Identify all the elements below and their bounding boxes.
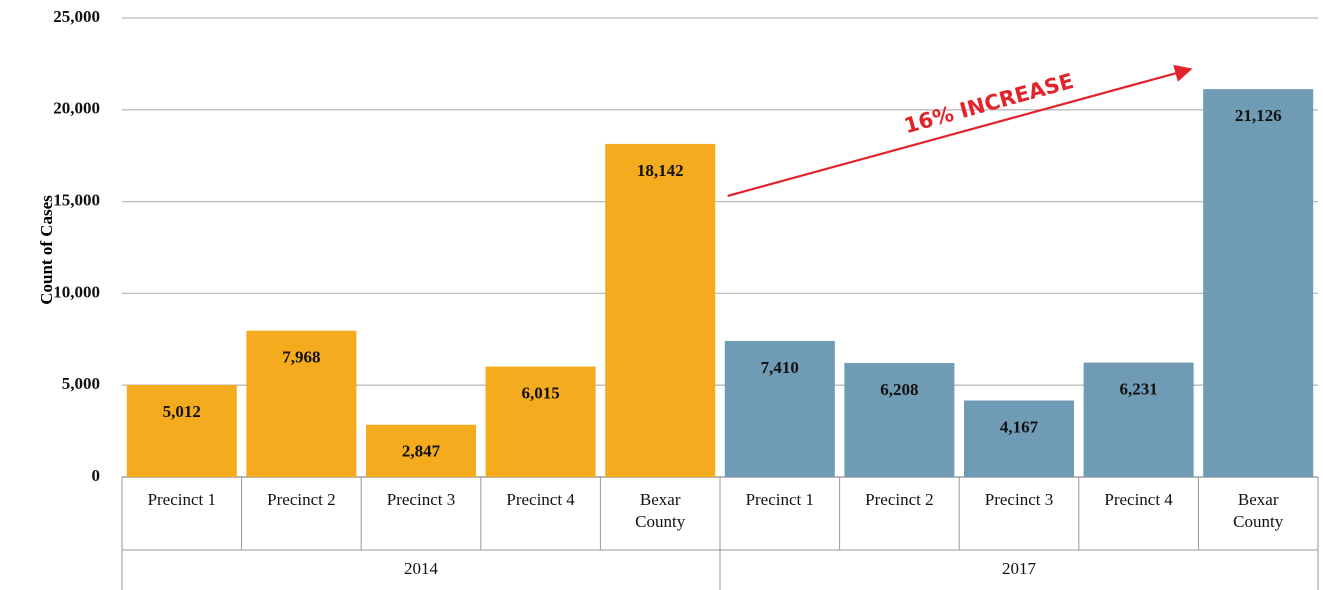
y-tick-label: 15,000 [53,191,100,210]
x-tick-label: Precinct 4 [1104,490,1173,509]
value-label: 6,015 [521,383,559,402]
y-tick-label: 0 [92,466,101,485]
value-label: 6,208 [880,380,918,399]
x-tick-label: Bexar County [635,490,686,531]
x-tick-label: Bexar County [1233,490,1284,531]
annotation: 16% INCREASE [902,69,1077,138]
value-label: 5,012 [163,402,201,421]
bar [246,330,357,477]
value-label: 7,410 [761,358,799,377]
value-label: 21,126 [1235,106,1282,125]
y-axis-label: Count of Cases [37,195,56,305]
value-label: 18,142 [637,161,684,180]
annotation-arrow [727,64,1193,197]
bar [126,384,237,477]
bar [844,363,955,477]
bar [1083,362,1194,477]
bar [485,366,596,477]
x-tick-label: Precinct 3 [386,490,456,509]
x-tick-label: Precinct 1 [745,490,815,509]
x-tick-label: Precinct 2 [865,490,934,509]
bar [1203,89,1314,477]
value-label: 4,167 [1000,417,1039,436]
value-label: 7,968 [282,348,320,367]
x-tick-label: Precinct 3 [984,490,1054,509]
bar [724,340,835,477]
bar [605,143,716,477]
x-tick-label: Precinct 4 [506,490,575,509]
value-label: 2,847 [402,442,441,461]
y-tick-label: 5,000 [62,374,100,393]
x-tick-label: Precinct 1 [147,490,217,509]
y-tick-label: 25,000 [53,7,100,26]
bar [365,424,477,477]
x-tick-label: Precinct 2 [267,490,336,509]
value-label: 6,231 [1119,380,1157,399]
group-label: 2017 [1002,559,1037,578]
bar [963,400,1075,477]
y-tick-label: 10,000 [53,282,100,301]
group-label: 2014 [404,559,439,578]
y-tick-label: 20,000 [53,99,100,118]
